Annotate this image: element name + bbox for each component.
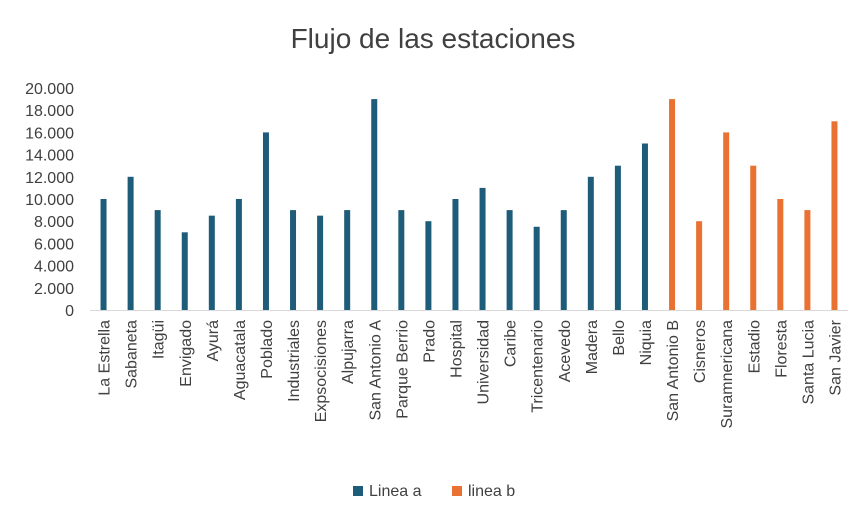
bar-linea-a [317, 215, 324, 310]
bar-linea-a [154, 210, 161, 310]
bar-linea-b [804, 210, 811, 310]
x-tick-label: Parque Berrio [394, 320, 411, 419]
x-tick-label: Santa Lucia [800, 320, 817, 405]
x-tick-label: Tricentenario [530, 320, 547, 413]
x-tick-label: Hospital [448, 320, 465, 378]
plot-area [100, 99, 838, 310]
bar-linea-b [696, 221, 703, 310]
x-tick-label: La Estrella [97, 320, 114, 396]
x-tick-label: Ayurá [205, 320, 222, 362]
bar-linea-a [262, 132, 269, 310]
bar-linea-a [641, 143, 648, 310]
y-tick-label: 16.000 [25, 125, 74, 142]
y-tick-label: 6.000 [34, 236, 74, 253]
bar-linea-a [506, 210, 513, 310]
bar-linea-b [723, 132, 730, 310]
bar-linea-a [344, 210, 351, 310]
legend: Linea a linea b [353, 483, 515, 500]
y-tick-label: 18.000 [25, 103, 74, 120]
x-tick-label: Envigado [178, 320, 195, 387]
x-axis: La Estrella Sabaneta Itagüi Envigado Ayurá Ag… [97, 319, 845, 428]
chart-title: Flujo de las estaciones [291, 23, 576, 54]
bar-linea-b [669, 99, 676, 310]
bar-linea-a [127, 176, 134, 310]
x-tick-label: Floresta [773, 320, 790, 378]
bar-linea-a [181, 232, 188, 310]
legend-label-linea-a: Linea a [369, 483, 422, 500]
x-tick-label: Cisneros [692, 320, 709, 383]
x-tick-label: Itagüi [151, 320, 168, 359]
bar-linea-a [425, 221, 432, 310]
bar-linea-a [371, 99, 378, 310]
bar-linea-a [479, 187, 486, 310]
x-tick-label: Industriales [286, 320, 303, 402]
bar-linea-a [452, 199, 459, 310]
x-tick-label: Universidad [476, 320, 493, 404]
y-tick-label: 10.000 [25, 192, 74, 209]
y-tick-label: 4.000 [34, 259, 74, 276]
y-tick-label: 20.000 [25, 81, 74, 98]
x-tick-label: Madera [584, 320, 601, 374]
bar-linea-a [208, 215, 215, 310]
y-tick-label: 14.000 [25, 148, 74, 165]
x-tick-label: Caribe [503, 320, 520, 367]
bar-linea-a [614, 165, 621, 310]
x-tick-label: Sabaneta [124, 320, 141, 389]
x-tick-label: Estadio [746, 320, 763, 373]
y-tick-label: 12.000 [25, 170, 74, 187]
x-tick-label: Bello [611, 320, 628, 356]
x-tick-label: Acevedo [557, 320, 574, 382]
bar-linea-a [587, 176, 594, 310]
bar-linea-a [100, 199, 107, 310]
y-tick-label: 8.000 [34, 214, 74, 231]
x-tick-label: San Antonio B [665, 320, 682, 421]
bar-linea-b [777, 199, 784, 310]
x-tick-label: Niquia [638, 320, 655, 365]
bar-linea-a [533, 226, 540, 310]
bar-linea-a [290, 210, 297, 310]
x-tick-label: Prado [421, 320, 438, 363]
legend-swatch-linea-a [353, 486, 363, 496]
x-tick-label: San Antonio A [367, 320, 384, 421]
x-tick-label: Poblado [259, 320, 276, 379]
bar-linea-b [831, 121, 838, 310]
bar-linea-a [560, 210, 567, 310]
y-axis: 0 2.000 4.000 6.000 8.000 10.000 12.000 14.000 1… [25, 81, 74, 320]
x-tick-label: San Javier [827, 319, 844, 395]
y-tick-label: 0 [65, 303, 74, 320]
legend-label-linea-b: linea b [468, 483, 515, 500]
x-tick-label: Aguacatala [232, 320, 249, 400]
bar-linea-a [235, 199, 242, 310]
bar-linea-b [750, 165, 757, 310]
legend-swatch-linea-b [452, 486, 462, 496]
bar-linea-a [398, 210, 405, 310]
x-tick-label: Suramnericana [719, 320, 736, 429]
x-tick-label: Expsocisiones [313, 320, 330, 422]
x-tick-label: Alpujarra [340, 320, 357, 384]
y-tick-label: 2.000 [34, 281, 74, 298]
